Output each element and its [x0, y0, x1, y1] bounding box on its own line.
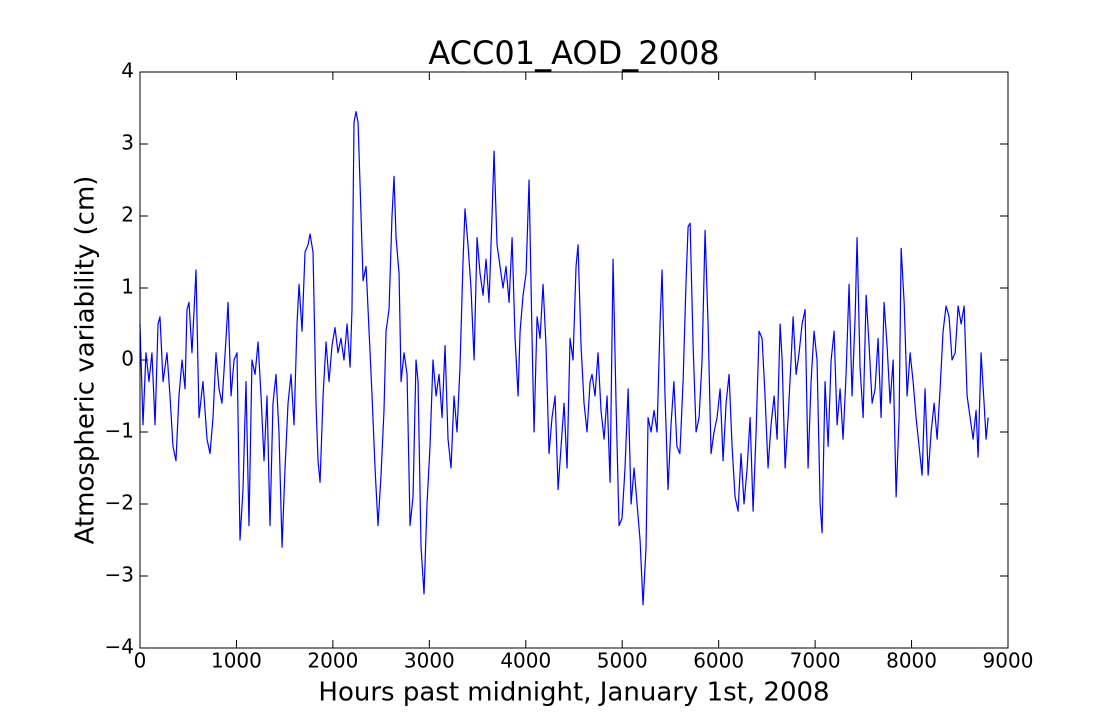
y-tick-label: −4: [105, 635, 134, 659]
y-tick-label: −3: [105, 563, 134, 587]
y-tick-label: 1: [121, 275, 134, 299]
x-tick-label: 7000: [790, 649, 841, 673]
x-tick-label: 2000: [307, 649, 358, 673]
x-axis-label: Hours past midnight, January 1st, 2008: [318, 678, 829, 708]
y-tick-label: −2: [105, 491, 134, 515]
x-tick-label: 4000: [500, 649, 551, 673]
x-tick-label: 0: [134, 649, 147, 673]
chart-title: ACC01_AOD_2008: [428, 34, 719, 72]
y-axis-label: Atmospheric variability (cm): [71, 176, 101, 545]
x-tick-label: 6000: [693, 649, 744, 673]
x-tick-label: 5000: [597, 649, 648, 673]
x-tick-label: 3000: [404, 649, 455, 673]
x-tick-label: 1000: [211, 649, 262, 673]
y-tick-label: 2: [121, 203, 134, 227]
data-line: [139, 111, 989, 606]
y-tick-label: 3: [121, 131, 134, 155]
y-tick-label: −1: [105, 419, 134, 443]
y-tick-label: 0: [121, 347, 134, 371]
y-tick-label: 4: [121, 59, 134, 83]
x-tick-label: 9000: [983, 649, 1034, 673]
x-tick-label: 8000: [886, 649, 937, 673]
plot-frame: [139, 71, 1009, 649]
